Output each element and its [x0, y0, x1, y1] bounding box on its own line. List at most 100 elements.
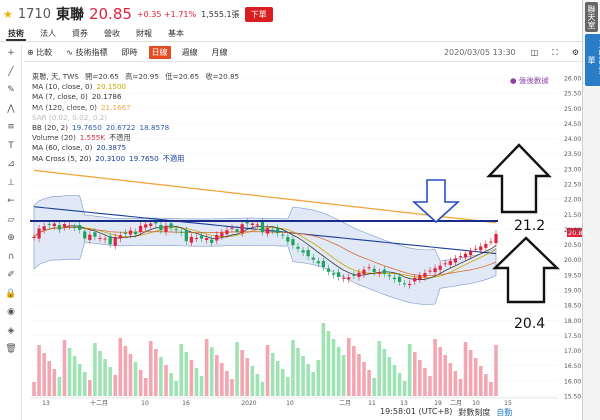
- realtime-button[interactable]: 即時: [121, 48, 138, 57]
- candle-body: [291, 239, 295, 246]
- up-arrow-upper-annotation: [486, 143, 552, 214]
- volume-bar: [387, 357, 392, 396]
- candle-body: [98, 237, 102, 239]
- weekly-button[interactable]: 週線: [181, 48, 198, 57]
- candle-body: [458, 256, 463, 258]
- shapes-icon[interactable]: ⊿: [7, 159, 15, 170]
- tab-basic[interactable]: 基本: [168, 29, 184, 38]
- candle-body: [479, 246, 483, 251]
- volume-bar: [199, 376, 204, 396]
- daily-button[interactable]: 日線: [148, 46, 171, 59]
- pattern-icon[interactable]: ⋀: [7, 103, 15, 114]
- volume-bar: [88, 380, 92, 396]
- y-tick-label: 20.50: [564, 242, 581, 249]
- text-icon[interactable]: T: [8, 140, 14, 151]
- lock-draw-icon[interactable]: ✐: [7, 270, 15, 281]
- legend-ma10: MA (10, close, 0) 20.1500: [32, 82, 127, 92]
- candle-body: [403, 283, 407, 285]
- order-button[interactable]: 下單: [244, 6, 273, 22]
- candle-body: [88, 234, 92, 240]
- ruler-icon[interactable]: ▱: [7, 214, 15, 225]
- volume-bar: [311, 372, 316, 396]
- favorite-star-icon[interactable]: ★: [3, 7, 13, 21]
- candle-body: [337, 272, 341, 277]
- volume-bar: [489, 382, 493, 396]
- volume-bar: [321, 323, 326, 396]
- x-tick-label: 16: [182, 400, 190, 407]
- ma20-line: [33, 227, 497, 276]
- volume-bar: [154, 349, 158, 396]
- volume-bar: [164, 365, 168, 396]
- volume-bar: [265, 345, 270, 396]
- candle-body: [474, 248, 478, 250]
- candle-body: [352, 274, 356, 276]
- volume-bar: [32, 382, 36, 396]
- log-scale-toggle[interactable]: 對數刻度: [458, 408, 491, 417]
- candle-body: [67, 225, 72, 227]
- stock-name: 東聯: [55, 7, 84, 23]
- magnet-icon[interactable]: ∩: [7, 251, 15, 262]
- y-tick-label: 22.50: [564, 182, 581, 189]
- candle-body: [52, 223, 56, 227]
- fib-icon[interactable]: ≡: [7, 122, 15, 133]
- candle-body: [194, 238, 199, 240]
- volume-bar: [412, 352, 417, 396]
- volume-bar: [62, 340, 67, 396]
- lock-icon[interactable]: 🔒: [5, 288, 17, 299]
- measure-icon[interactable]: ⟂: [7, 177, 14, 188]
- tab-margin[interactable]: 資券: [72, 29, 88, 38]
- candle-body: [57, 225, 61, 230]
- candle-body: [260, 221, 265, 233]
- fullscreen-icon[interactable]: ⛶: [552, 47, 558, 57]
- after-hours-link[interactable]: ● 盤後數據: [510, 76, 549, 85]
- candlesticks: [32, 217, 498, 289]
- trash-icon[interactable]: 🗑: [5, 344, 17, 355]
- volume-bar: [286, 377, 290, 396]
- volume-bar: [77, 364, 82, 396]
- tab-tech[interactable]: 技術: [6, 28, 26, 41]
- side-tab-chatroom[interactable]: 聯天室: [585, 2, 598, 32]
- side-tab-broker-order[interactable]: 王山證券下單: [585, 34, 600, 86]
- trendline-icon[interactable]: ╱: [8, 66, 14, 77]
- volume-bar: [478, 366, 483, 396]
- zoom-in-icon[interactable]: ⊕: [7, 233, 15, 244]
- stock-code: 1710: [17, 6, 51, 22]
- x-tick-label: 二月: [339, 400, 351, 407]
- tab-financials[interactable]: 財報: [136, 29, 152, 38]
- back-arrow-icon[interactable]: ←: [7, 196, 15, 207]
- tab-revenue[interactable]: 營收: [104, 29, 120, 38]
- y-tick-label: 22.00: [564, 197, 581, 204]
- candle-body: [83, 231, 87, 239]
- auto-scale-toggle[interactable]: 自動: [496, 408, 513, 417]
- volume-bar: [402, 381, 407, 396]
- volume-bar: [326, 331, 331, 396]
- camera-icon[interactable]: ◫: [530, 48, 539, 57]
- volume-bar: [357, 354, 361, 396]
- crosshair-icon[interactable]: +: [7, 48, 15, 59]
- gear-icon[interactable]: ⚙: [571, 48, 579, 57]
- tab-institutional[interactable]: 法人: [40, 29, 56, 38]
- volume-bar: [433, 339, 437, 396]
- y-tick-label: 16.50: [564, 363, 581, 370]
- candle-body: [159, 224, 163, 231]
- y-tick-label: 25.50: [564, 91, 581, 98]
- x-tick-label: 10: [141, 400, 149, 407]
- candle-body: [342, 277, 346, 279]
- eye-icon[interactable]: ◉: [7, 307, 15, 318]
- compare-button[interactable]: ⊕ 比較: [27, 48, 53, 57]
- candle-body: [347, 277, 351, 280]
- layers-icon[interactable]: ◈: [7, 325, 15, 336]
- candle-body: [149, 223, 153, 226]
- y-tick-label: 17.50: [564, 333, 581, 340]
- indicator-button[interactable]: ∿ 技術指標: [66, 48, 108, 57]
- volume-bar: [98, 351, 102, 396]
- volume-bar: [275, 361, 280, 396]
- candle-body: [469, 251, 473, 256]
- candle-body: [255, 224, 259, 226]
- pen-icon[interactable]: ✎: [7, 85, 15, 96]
- candle-body: [387, 275, 391, 277]
- monthly-button[interactable]: 月線: [211, 48, 228, 57]
- candle-body: [367, 267, 371, 269]
- clock-readout: 19:58:01 (UTC+8): [380, 407, 453, 416]
